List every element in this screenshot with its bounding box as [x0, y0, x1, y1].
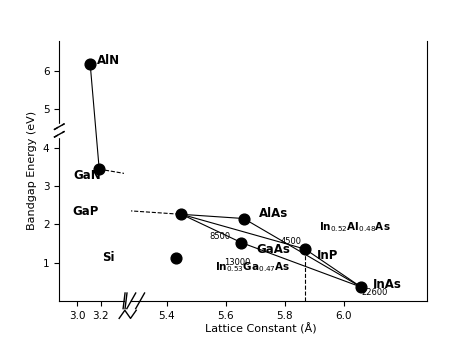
Point: [362, 212, 370, 217]
Point: [434, 284, 441, 290]
Point: [95, 166, 103, 172]
Point: [86, 61, 94, 66]
Text: 22600: 22600: [362, 288, 388, 297]
Text: AlAs: AlAs: [258, 207, 288, 220]
Point: [301, 246, 309, 252]
Text: Si: Si: [102, 251, 115, 264]
Text: GaN: GaN: [73, 169, 101, 182]
Point: [172, 255, 180, 261]
Text: GaAs: GaAs: [256, 243, 290, 256]
Point: [387, 216, 394, 221]
Point: [357, 284, 365, 290]
Point: [386, 240, 393, 245]
Text: InAs: InAs: [373, 278, 402, 291]
Bar: [58, 124, 61, 137]
Text: InP: InP: [317, 249, 338, 262]
Text: In$_{0.53}$Ga$_{0.47}$As: In$_{0.53}$Ga$_{0.47}$As: [216, 261, 291, 274]
Text: 13000: 13000: [224, 259, 251, 267]
Text: AlN: AlN: [97, 54, 120, 67]
Text: 8500: 8500: [210, 233, 231, 241]
Point: [411, 246, 419, 252]
Y-axis label: Bandgap Energy (eV): Bandgap Energy (eV): [27, 111, 37, 230]
Point: [240, 216, 247, 221]
Text: GaP: GaP: [72, 205, 99, 218]
Text: 4500: 4500: [281, 237, 301, 246]
Text: In$_{0.52}$Al$_{0.48}$As: In$_{0.52}$Al$_{0.48}$As: [319, 220, 391, 234]
Point: [237, 240, 245, 245]
Point: [178, 212, 185, 217]
Point: [360, 255, 367, 261]
Text: Lattice Constant (Å): Lattice Constant (Å): [205, 323, 317, 335]
